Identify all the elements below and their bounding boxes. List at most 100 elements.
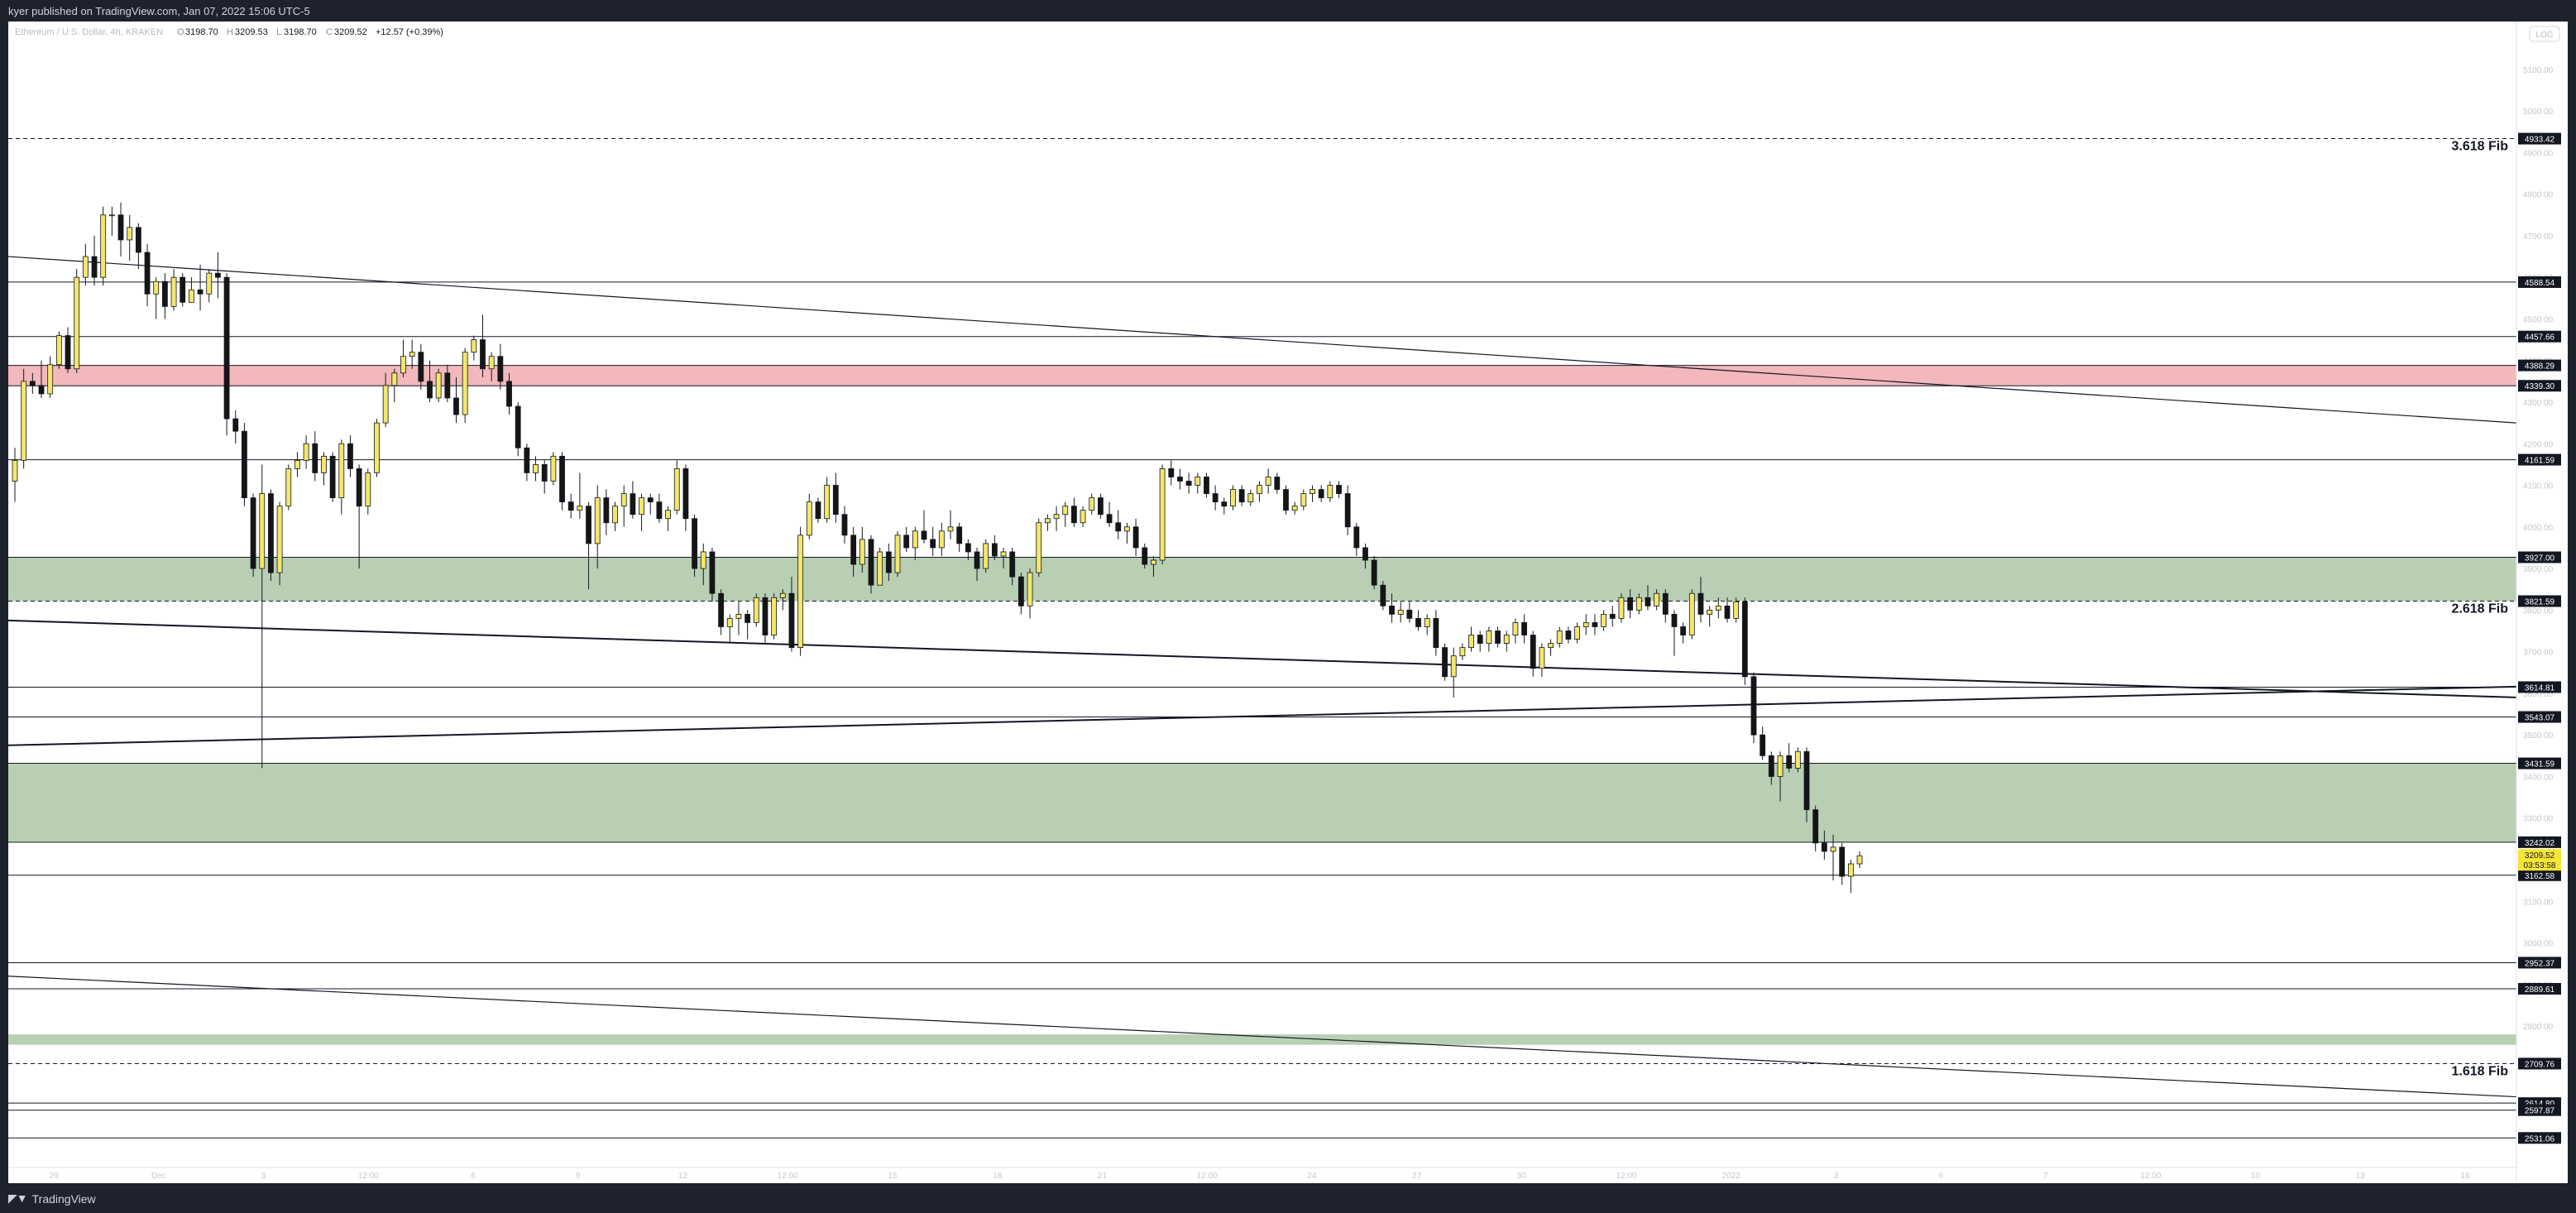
candle-body: [983, 543, 989, 569]
candle: [1344, 485, 1351, 535]
x-tick-label: 29: [49, 1172, 59, 1181]
price-axis: 2800.002900.003000.003100.003200.003300.…: [2516, 22, 2568, 1183]
x-tick-label: 12:00: [778, 1172, 798, 1181]
candle: [347, 435, 353, 477]
candle-body: [1548, 643, 1554, 648]
candle-body: [850, 535, 857, 565]
candle: [603, 489, 610, 535]
candle-body: [567, 501, 574, 511]
candle-body: [1132, 526, 1139, 549]
candle: [1106, 501, 1113, 527]
candle: [312, 431, 318, 482]
candle: [1715, 597, 1721, 619]
candle: [665, 506, 671, 531]
candle: [1132, 518, 1139, 556]
candle-body: [100, 214, 107, 278]
candle: [1618, 593, 1625, 623]
candle-body: [912, 530, 918, 549]
x-tick-label: 9: [576, 1172, 581, 1181]
candle-body: [656, 501, 663, 520]
legend-close-label: C: [326, 27, 333, 37]
candle-body: [427, 381, 433, 399]
candle-body: [1195, 477, 1201, 486]
candle-body: [1380, 584, 1386, 606]
candle: [947, 510, 954, 539]
candle-body: [1574, 626, 1580, 640]
candle: [1530, 630, 1536, 677]
candle-body: [197, 289, 203, 295]
candle-body: [1503, 635, 1510, 644]
footer-bar: ◤▼ TradingView: [0, 1183, 2576, 1213]
candle-body: [347, 443, 353, 469]
log-button[interactable]: LOG: [2529, 26, 2560, 42]
candle-body: [620, 493, 627, 507]
candle-body: [506, 381, 512, 407]
candle-body: [735, 613, 742, 619]
level-tag: 4339.30: [2525, 382, 2555, 391]
candle: [515, 401, 521, 457]
level-tag: 2531.06: [2525, 1134, 2555, 1143]
candle: [1830, 834, 1836, 881]
candle-body: [1539, 647, 1545, 669]
tradingview-brand[interactable]: ◤▼ TradingView: [8, 1191, 96, 1206]
candle-body: [541, 463, 548, 482]
candle: [991, 535, 998, 561]
candle-body: [797, 535, 804, 648]
y-tick-label: 4300.00: [2523, 399, 2554, 408]
level-tag: 4588.54: [2525, 279, 2555, 288]
candle: [1080, 506, 1086, 527]
candle: [912, 526, 918, 561]
candle: [480, 314, 486, 377]
candle: [1017, 573, 1024, 615]
candle: [1768, 751, 1774, 785]
candle-body: [1389, 605, 1395, 615]
candle-body: [1433, 618, 1439, 648]
candle: [832, 472, 839, 523]
x-tick-label: 12: [678, 1172, 688, 1181]
candle: [356, 464, 362, 569]
y-tick-label: 4900.00: [2523, 149, 2554, 158]
candle: [197, 265, 203, 311]
x-tick-label: 10: [2251, 1172, 2261, 1181]
candle-body: [1830, 846, 1836, 852]
candle-body: [903, 535, 910, 549]
candle: [117, 202, 124, 257]
candle-body: [1027, 572, 1033, 606]
candle-body: [1089, 497, 1095, 511]
x-tick-label: 15: [888, 1172, 898, 1181]
candle-body: [1327, 485, 1333, 499]
candle: [180, 273, 186, 307]
candle: [55, 331, 62, 369]
candle-body: [965, 543, 971, 553]
fib-label: 2.618 Fib: [2452, 602, 2509, 616]
candle: [1238, 485, 1245, 506]
candle-body: [82, 256, 89, 278]
candle: [1159, 464, 1166, 565]
candle-body: [1671, 613, 1678, 627]
candle-body: [1495, 630, 1501, 644]
candle: [885, 543, 892, 582]
candle: [400, 339, 406, 377]
candle: [153, 277, 160, 319]
last-price-tag-bg: [2518, 849, 2561, 871]
candle: [974, 547, 980, 582]
candle-body: [1812, 809, 1819, 844]
candle-body: [135, 227, 141, 253]
y-tick-label: 3800.00: [2523, 606, 2554, 616]
candle-body: [991, 543, 998, 557]
y-tick-label: 3700.00: [2523, 649, 2554, 658]
level-tag-bg: [2518, 551, 2561, 563]
candle: [841, 506, 848, 544]
candle-body: [1291, 506, 1298, 511]
level-tag: 3821.59: [2525, 597, 2555, 606]
candle-body: [1662, 592, 1669, 615]
candle-body: [453, 397, 459, 415]
level-tag-bg: [2518, 956, 2561, 969]
candle-body: [762, 597, 768, 635]
candle-body: [1654, 592, 1660, 606]
candle: [1424, 614, 1430, 635]
candle: [726, 614, 733, 644]
candle-body: [1212, 493, 1219, 503]
